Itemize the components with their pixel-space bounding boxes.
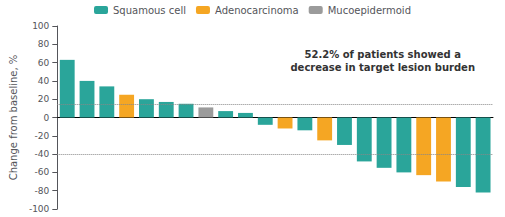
svg-text:80: 80 (38, 39, 50, 49)
svg-text:40: 40 (38, 76, 50, 86)
svg-text:Adenocarcinoma: Adenocarcinoma (215, 5, 299, 16)
svg-text:-60: -60 (35, 167, 50, 177)
svg-text:decrease in target lesion burd: decrease in target lesion burden (290, 62, 475, 73)
svg-text:Mucoepidermoid: Mucoepidermoid (328, 5, 411, 16)
svg-text:-20: -20 (35, 131, 50, 141)
svg-text:-100: -100 (29, 204, 50, 214)
svg-text:52.2% of patients showed a: 52.2% of patients showed a (304, 49, 460, 60)
svg-text:-40: -40 (35, 149, 50, 159)
svg-text:20: 20 (38, 94, 50, 104)
svg-text:0: 0 (44, 113, 50, 123)
svg-text:100: 100 (32, 21, 49, 31)
svg-text:Change from baseline, %: Change from baseline, % (8, 55, 19, 181)
svg-text:Squamous cell: Squamous cell (113, 5, 186, 16)
svg-text:60: 60 (38, 58, 50, 68)
svg-text:-80: -80 (35, 186, 50, 196)
